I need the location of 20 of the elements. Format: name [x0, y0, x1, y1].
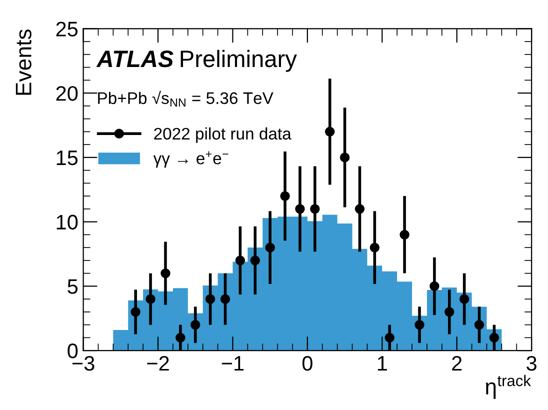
x-tick-label: −2: [147, 356, 169, 371]
y-tick-label: 20: [56, 86, 78, 101]
x-tick-label: 2: [452, 356, 462, 371]
x-axis-title: η$^{track}$: [486, 374, 531, 399]
annotation: ATLAS: [96, 50, 174, 68]
y-axis-title: Events: [16, 30, 32, 95]
y-tick-label: 5: [68, 279, 78, 294]
annotation: Pb+Pb √s$_{NN}$ = 5.36 TeV: [98, 90, 274, 107]
legend-label: 2022 pilot run data: [154, 127, 292, 143]
legend-label: γγ → e$^{+}$e$^{−}$: [153, 151, 228, 168]
y-tick-label: 15: [56, 150, 78, 166]
x-tick-label: 3: [526, 356, 536, 371]
y-tick-label: 0: [68, 344, 78, 358]
x-tick-label: −1: [222, 356, 244, 371]
x-tick-label: 0: [302, 356, 312, 371]
y-tick-label: 25: [56, 22, 78, 36]
x-tick-label: −3: [72, 356, 94, 371]
x-tick-label: 1: [378, 356, 387, 371]
annotation: Preliminary: [180, 50, 297, 72]
y-tick-label: 10: [56, 214, 78, 230]
